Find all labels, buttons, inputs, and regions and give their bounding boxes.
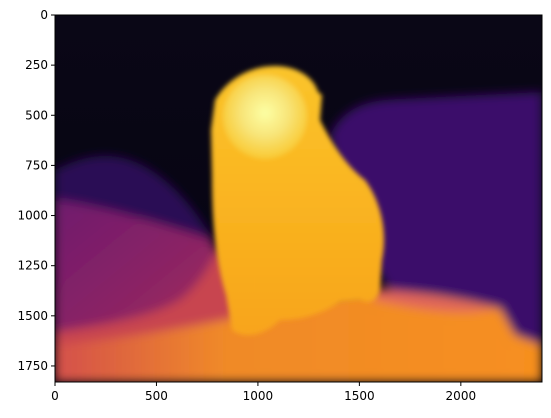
y-tick-label: 0 <box>40 8 48 22</box>
x-tick-label: 2000 <box>446 389 477 403</box>
axes-frame <box>54 14 543 383</box>
y-axis: 0 250 500 750 1000 1250 1500 1750 <box>17 8 55 373</box>
y-tick-label: 1250 <box>17 259 48 273</box>
x-tick-label: 1000 <box>243 389 274 403</box>
y-tick-label: 250 <box>25 58 48 72</box>
y-tick-label: 1750 <box>17 359 48 373</box>
y-tick-label: 1500 <box>17 309 48 323</box>
x-tick-label: 1500 <box>344 389 375 403</box>
x-tick-label: 0 <box>51 389 59 403</box>
region-subject-head <box>223 75 307 159</box>
region-foreground <box>55 290 542 382</box>
region-background-right-hill <box>330 92 542 345</box>
x-tick-label: 500 <box>145 389 168 403</box>
heatmap-image <box>55 15 542 382</box>
region-ramp <box>370 288 500 312</box>
y-tick-label: 500 <box>25 108 48 122</box>
y-tick-label: 750 <box>25 158 48 172</box>
y-tick-label: 1000 <box>17 209 48 223</box>
x-axis: 0 500 1000 1500 2000 <box>51 382 476 403</box>
